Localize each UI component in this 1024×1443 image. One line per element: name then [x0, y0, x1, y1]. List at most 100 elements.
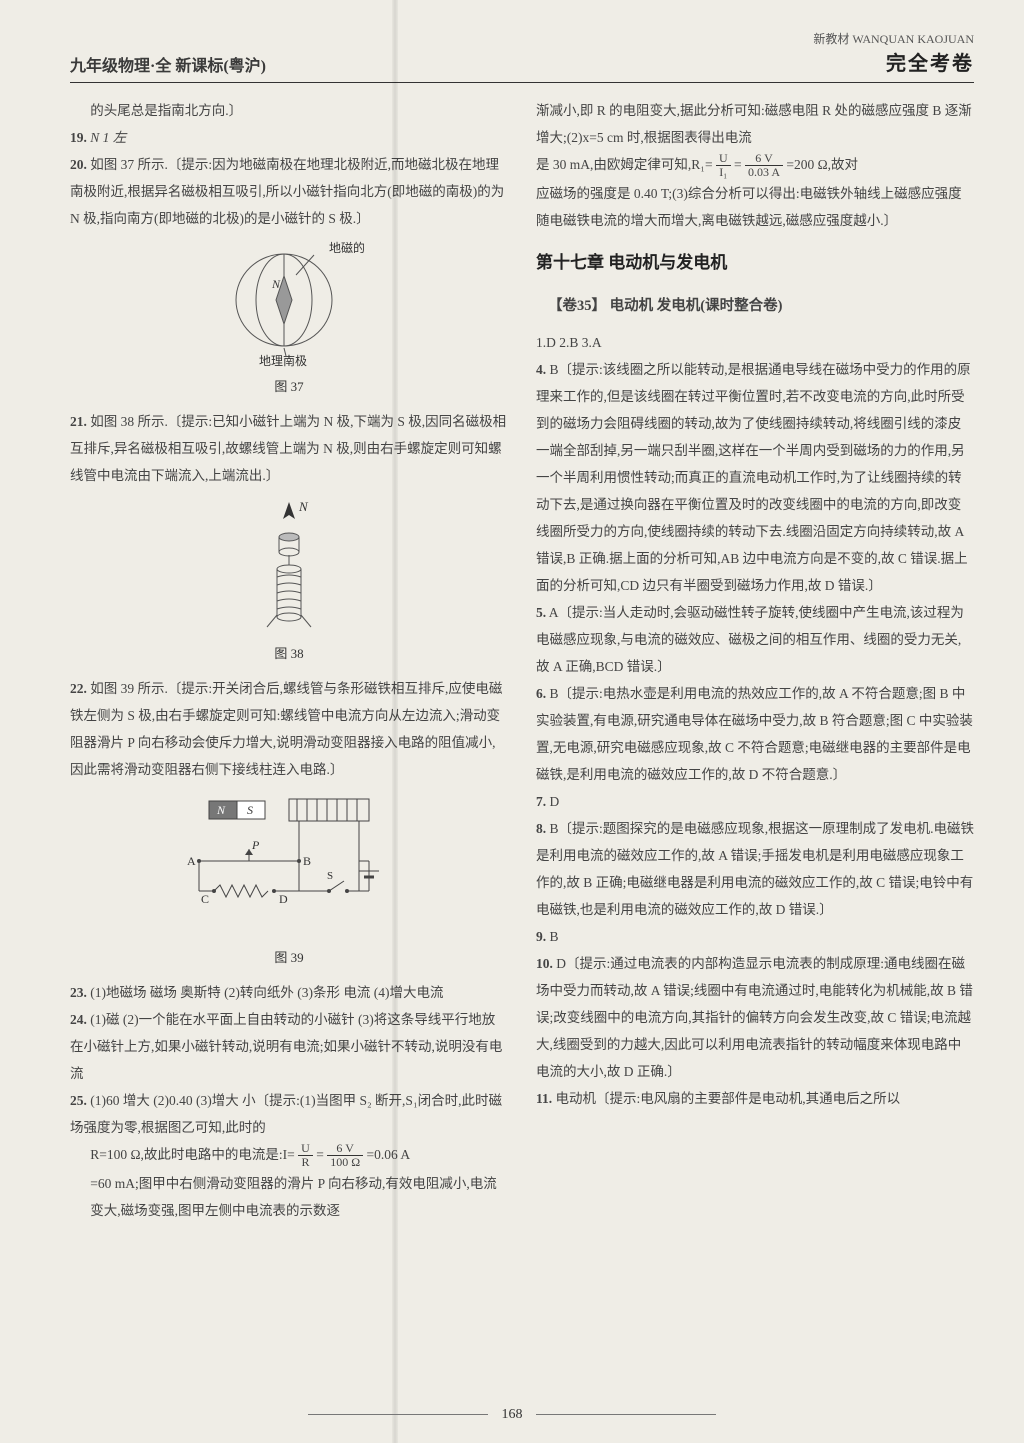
fig39-Sbtn: S	[327, 870, 333, 882]
figure-39: N S A B P	[70, 791, 508, 971]
left-column: 的头尾总是指南北方向.〕 19. N 1 左 20. 如图 37 所示.〔提示:…	[70, 97, 508, 1224]
formula-prefix: 是 30 mA,由欧姆定律可知,R₁=	[536, 157, 713, 172]
item-number: 11.	[536, 1091, 552, 1106]
answer-item-20: 20. 如图 37 所示.〔提示:因为地磁南极在地理北极附近,而地磁北极在地理南…	[70, 151, 508, 232]
item-number: 24.	[70, 1012, 87, 1027]
frac-top: 6 V	[745, 152, 783, 166]
fig39-N: N	[216, 803, 226, 817]
answer-text: B〔提示:该线圈之所以能转动,是根据通电导线在磁场中受力的作用的原理来工作的,但…	[536, 362, 971, 593]
brand-main: 完全考卷	[813, 47, 974, 76]
formula-suffix: =0.06 A	[366, 1147, 410, 1162]
svg-text:N: N	[271, 277, 281, 291]
answer-text: 如图 37 所示.〔提示:因为地磁南极在地理北极附近,而地磁北极在地理南极附近,…	[70, 157, 504, 226]
answer-item-11: 11. 电动机〔提示:电风扇的主要部件是电动机,其通电后之所以	[536, 1085, 974, 1112]
answer-items-1-3: 1.D 2.B 3.A	[536, 329, 974, 356]
page-container: 九年级物理·全 新课标(粤沪) 新教材 WANQUAN KAOJUAN 完全考卷…	[0, 0, 1024, 1443]
figure-38-label: 图 38	[274, 641, 303, 667]
answer-text: (1)地磁场 磁场 奥斯特 (2)转向纸外 (3)条形 电流 (4)增大电流	[90, 985, 443, 1000]
item-number: 7.	[536, 794, 546, 809]
fig39-S: S	[247, 803, 253, 817]
item-number: 4.	[536, 362, 546, 377]
figure-37-label: 图 37	[274, 374, 303, 400]
answer-item-10: 10. D〔提示:通过电流表的内部构造显示电流表的制成原理:通电线圈在磁场中受力…	[536, 950, 974, 1085]
text-line-formula: 是 30 mA,由欧姆定律可知,R₁= UI₁ = 6 V0.03 A =200…	[536, 151, 974, 180]
fraction: UR	[298, 1142, 313, 1169]
fig37-top-label: 地磁的南极	[329, 240, 364, 255]
answer-item-19: 19. N 1 左	[70, 124, 508, 151]
answer-text: A〔提示:当人走动时,会驱动磁性转子旋转,使线圈中产生电流,该过程为电磁感应现象…	[536, 605, 964, 674]
figure-38-svg: N	[249, 497, 329, 637]
answer-item-7: 7. D	[536, 788, 974, 815]
item-number: 6.	[536, 686, 546, 701]
answer-text: (1)磁 (2)一个能在水平面上自由转动的小磁针 (3)将这条导线平行地放在小磁…	[70, 1012, 502, 1081]
item-number: 22.	[70, 681, 87, 696]
fig38-arrow	[283, 502, 295, 519]
item-number: 23.	[70, 985, 87, 1000]
fig37-bot-label: 地理南极	[259, 353, 307, 368]
item-number: 9.	[536, 929, 546, 944]
fig39-B: B	[303, 854, 311, 868]
formula-prefix: R=100 Ω,故此时电路中的电流是:I=	[90, 1147, 295, 1162]
page-number: 168	[502, 1407, 523, 1422]
fig38-N-label: N	[298, 499, 309, 514]
page-header: 九年级物理·全 新课标(粤沪) 新教材 WANQUAN KAOJUAN 完全考卷	[70, 30, 974, 83]
item-number: 8.	[536, 821, 546, 836]
answer-item-25: 25. (1)60 增大 (2)0.40 (3)增大 小〔提示:(1)当图甲 S…	[70, 1087, 508, 1141]
answer-item-6: 6. B〔提示:电热水壶是利用电流的热效应工作的,故 A 不符合题意;图 B 中…	[536, 680, 974, 788]
answer-item-23: 23. (1)地磁场 磁场 奥斯特 (2)转向纸外 (3)条形 电流 (4)增大…	[70, 979, 508, 1006]
fig39-C: C	[201, 892, 209, 906]
content-columns: 的头尾总是指南北方向.〕 19. N 1 左 20. 如图 37 所示.〔提示:…	[70, 97, 974, 1224]
frac-bot: R	[298, 1156, 313, 1169]
answer-item-5: 5. A〔提示:当人走动时,会驱动磁性转子旋转,使线圈中产生电流,该过程为电磁感…	[536, 599, 974, 680]
answer-text: N 1 左	[90, 130, 126, 145]
frac-bot: 0.03 A	[745, 166, 783, 179]
figure-39-label: 图 39	[274, 945, 303, 971]
item-number: 20.	[70, 157, 87, 172]
fig39-A: A	[187, 854, 196, 868]
answer-item-4: 4. B〔提示:该线圈之所以能转动,是根据通电导线在磁场中受力的作用的原理来工作…	[536, 356, 974, 599]
frac-bot: 100 Ω	[327, 1156, 363, 1169]
answer-item-21: 21. 如图 38 所示.〔提示:已知小磁针上端为 N 极,下端为 S 极,因同…	[70, 408, 508, 489]
item-number: 5.	[536, 605, 546, 620]
answer-item-25-cont: =60 mA;图甲中右侧滑动变阻器的滑片 P 向右移动,有效电阻减小,电流变大,…	[90, 1170, 508, 1224]
figure-38: N 图 38	[70, 497, 508, 667]
item-number: 21.	[70, 414, 87, 429]
answer-text: D	[550, 794, 560, 809]
text-line: 应磁场的强度是 0.40 T;(3)综合分析可以得出:电磁铁外轴线上磁感应强度随…	[536, 180, 974, 234]
formula-eq: =	[316, 1147, 324, 1162]
fig39-D: D	[279, 892, 288, 906]
figure-39-svg: N S A B P	[169, 791, 409, 941]
answer-text: B	[550, 929, 559, 944]
header-left-title: 九年级物理·全 新课标(粤沪)	[70, 52, 266, 76]
answer-item-25-formula: R=100 Ω,故此时电路中的电流是:I= UR = 6 V100 Ω =0.0…	[90, 1141, 508, 1170]
header-right-brand: 新教材 WANQUAN KAOJUAN 完全考卷	[813, 30, 974, 76]
answer-item-8: 8. B〔提示:题图探究的是电磁感应现象,根据这一原理制成了发电机.电磁铁是利用…	[536, 815, 974, 923]
text-line: 的头尾总是指南北方向.〕	[90, 97, 508, 124]
figure-37: 地磁的南极 N 地理南极 图 37	[70, 240, 508, 400]
item-number: 19.	[70, 130, 87, 145]
figure-37-svg: 地磁的南极 N 地理南极	[214, 240, 364, 370]
frac-top: U	[716, 152, 731, 166]
answer-text: B〔提示:电热水壶是利用电流的热效应工作的,故 A 不符合题意;图 B 中实验装…	[536, 686, 973, 782]
answer-item-9: 9. B	[536, 923, 974, 950]
answer-text: B〔提示:题图探究的是电磁感应现象,根据这一原理制成了发电机.电磁铁是利用电流的…	[536, 821, 974, 917]
page-footer: 168	[0, 1407, 1024, 1423]
answer-text: 如图 39 所示.〔提示:开关闭合后,螺线管与条形磁铁相互排斥,应使电磁铁左侧为…	[70, 681, 502, 777]
item-number: 10.	[536, 956, 553, 971]
fraction: 6 V0.03 A	[745, 152, 783, 179]
chapter-title: 第十七章 电动机与发电机	[536, 246, 974, 280]
answer-text: 如图 38 所示.〔提示:已知小磁针上端为 N 极,下端为 S 极,因同名磁极相…	[70, 414, 506, 483]
answer-text: (1)60 增大 (2)0.40 (3)增大 小〔提示:(1)当图甲 S₂ 断开…	[70, 1093, 502, 1135]
answer-text: 电动机〔提示:电风扇的主要部件是电动机,其通电后之所以	[556, 1091, 901, 1106]
fraction: 6 V100 Ω	[327, 1142, 363, 1169]
item-number: 25.	[70, 1093, 87, 1108]
brand-small: 新教材 WANQUAN KAOJUAN	[813, 30, 974, 47]
formula-eq: =	[734, 157, 742, 172]
right-column: 渐减小,即 R 的电阻变大,据此分析可知:磁感电阻 R 处的磁感应强度 B 逐渐…	[536, 97, 974, 1224]
frac-bot: I₁	[716, 166, 731, 179]
answer-text: D〔提示:通过电流表的内部构造显示电流表的制成原理:通电线圈在磁场中受力而转动,…	[536, 956, 973, 1079]
answer-item-22: 22. 如图 39 所示.〔提示:开关闭合后,螺线管与条形磁铁相互排斥,应使电磁…	[70, 675, 508, 783]
answer-item-24: 24. (1)磁 (2)一个能在水平面上自由转动的小磁针 (3)将这条导线平行地…	[70, 1006, 508, 1087]
frac-top: U	[298, 1142, 313, 1156]
fraction: UI₁	[716, 152, 731, 179]
